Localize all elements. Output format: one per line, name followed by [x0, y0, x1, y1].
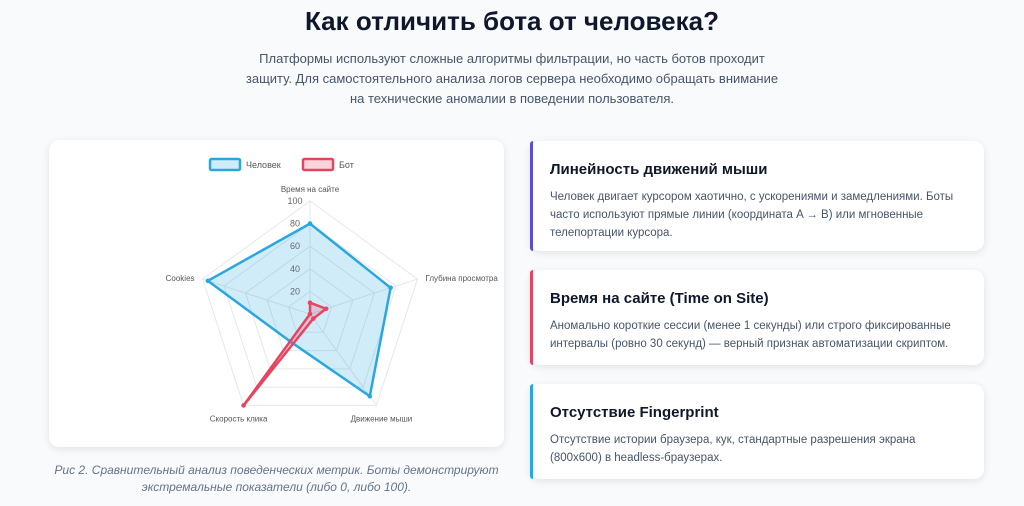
grid-spoke — [202, 278, 311, 315]
tick-label: 20 — [290, 286, 300, 296]
data-point — [323, 306, 329, 312]
radar-chart: 20 40 60 80 100 Время на сайте Глубина просмот… — [166, 157, 498, 423]
card-title: Линейность движений мыши — [550, 161, 768, 178]
legend-label: Человек — [246, 160, 281, 170]
axis-label: Время на сайте — [281, 185, 340, 194]
series-area — [206, 222, 392, 398]
info-card-time-on-site: Время на сайте (Time on Site) Аномально … — [530, 270, 984, 365]
grid-spoke — [309, 313, 377, 406]
tick-label: 40 — [290, 264, 300, 274]
data-point — [205, 278, 211, 284]
grid-ring — [244, 245, 376, 370]
axis-label: Движение мыши — [351, 414, 413, 423]
data-point — [241, 403, 246, 408]
card-title: Время на сайте (Time on Site) — [550, 290, 769, 307]
data-point — [307, 300, 313, 305]
page-subtitle: Платформы используют сложные алгоритмы ф… — [245, 51, 779, 106]
radar-chart-card: 20 40 60 80 100 Время на сайте Глубина просмот… — [49, 140, 504, 447]
axis-label: Глубина просмотра — [425, 274, 498, 283]
card-text: Отсутствие истории браузера, кук, станда… — [550, 434, 916, 464]
legend-swatch — [301, 157, 335, 172]
card-text: Аномально короткие сессии (менее 1 секун… — [550, 320, 951, 350]
grid-ring — [287, 290, 333, 333]
grid-ring — [266, 268, 354, 352]
legend-swatch — [208, 157, 242, 172]
grid-ring — [223, 222, 397, 388]
info-card-fingerprint: Отсутствие Fingerprint Отсутствие истори… — [530, 384, 984, 479]
info-card-mouse-linearity: Линейность движений мыши Человек двигает… — [530, 141, 984, 251]
data-point — [311, 316, 316, 321]
axis-label: Скорость клика — [210, 414, 268, 423]
tick-label: 80 — [290, 219, 300, 229]
figure-caption: Рис 2. Сравнительный анализ поведенчески… — [54, 463, 499, 494]
data-point — [307, 221, 313, 226]
data-point — [307, 311, 313, 317]
legend-label: Бот — [339, 160, 354, 170]
grid-ring — [201, 200, 419, 406]
data-point — [367, 393, 373, 399]
data-point — [388, 285, 393, 291]
axis-label: Cookies — [166, 274, 195, 283]
card-title: Отсутствие Fingerprint — [550, 404, 719, 421]
card-text: Человек двигает курсором хаотично, с уск… — [550, 191, 954, 239]
page-title: Как отличить бота от человека? — [305, 6, 719, 36]
tick-label: 100 — [287, 196, 302, 206]
tick-label: 60 — [290, 241, 300, 251]
